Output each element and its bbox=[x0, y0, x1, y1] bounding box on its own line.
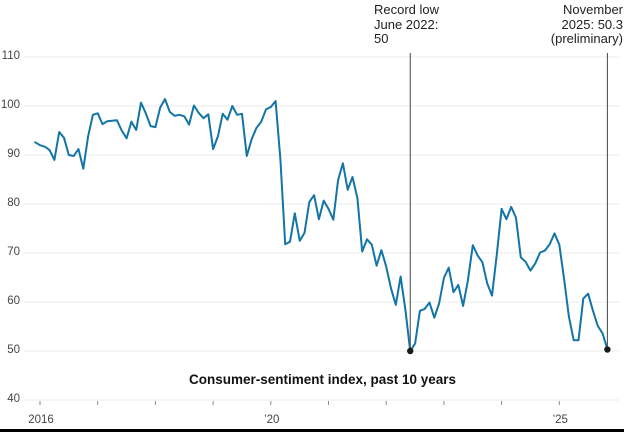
annotation-marks-group bbox=[407, 53, 611, 355]
bottom-rule bbox=[0, 429, 624, 432]
gridlines-group bbox=[24, 56, 619, 401]
sentiment-line bbox=[34, 98, 609, 352]
y-tick-label: 50 bbox=[7, 344, 20, 356]
annotation-text-line: (preliminary) bbox=[550, 31, 623, 47]
y-tick-label: 60 bbox=[7, 295, 20, 307]
x-axis-group: 2016 ’20 ’25 bbox=[28, 401, 568, 426]
y-tick-label: 80 bbox=[7, 197, 20, 209]
annotation-text-line: 50 bbox=[374, 31, 389, 47]
annotation-text-line: November bbox=[563, 2, 623, 17]
annotation-text-line: 2025: 50.3 bbox=[561, 16, 623, 32]
y-tick-label: 70 bbox=[7, 246, 20, 258]
y-tick-label: 40 bbox=[7, 393, 20, 405]
annotation-november-2025: November 2025: 50.3 (preliminary) bbox=[550, 2, 623, 47]
chart-title: Consumer-sentiment index, past 10 years bbox=[188, 372, 457, 387]
x-tick-label: 2016 bbox=[28, 414, 54, 426]
marker-dot bbox=[407, 347, 414, 355]
y-tick-label: 100 bbox=[1, 99, 20, 111]
annotation-record-low: Record low June 2022: 50 bbox=[374, 2, 440, 47]
y-axis-labels-group: 110 100 90 80 70 60 50 40 bbox=[1, 50, 20, 405]
annotation-text-line: June 2022: bbox=[374, 16, 439, 32]
y-tick-label: 110 bbox=[2, 50, 20, 62]
annotation-text-line: Record low bbox=[374, 2, 440, 17]
x-tick-label: ’25 bbox=[553, 414, 568, 426]
x-tick-label: ’20 bbox=[264, 414, 279, 426]
marker-dot bbox=[604, 346, 611, 353]
y-tick-label: 90 bbox=[7, 148, 20, 160]
